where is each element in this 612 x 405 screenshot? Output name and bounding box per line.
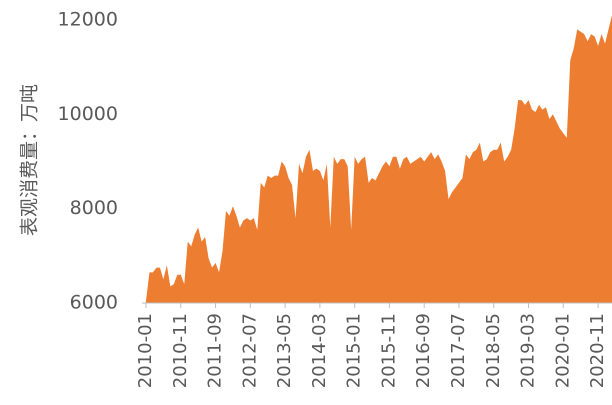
x-tick-label: 2017-07: [448, 313, 469, 388]
x-tick-label: 2018-05: [483, 313, 504, 388]
area: [146, 15, 612, 304]
x-tick-label: 2015-11: [378, 313, 399, 388]
y-tick-label: 12000: [58, 9, 118, 31]
y-tick-label: 6000: [70, 292, 118, 314]
x-tick-label: 2019-03: [518, 313, 539, 388]
y-tick-label: 8000: [70, 197, 118, 219]
x-tick-label: 2020-11: [587, 313, 608, 388]
x-tick-label: 2014-03: [309, 313, 330, 388]
x-tick-label: 2010-01: [135, 313, 156, 388]
x-tick-label: 2013-05: [274, 313, 295, 388]
x-tick-label: 2015-01: [344, 313, 365, 388]
y-tick-label: 10000: [58, 103, 118, 125]
x-tick-label: 2010-11: [170, 313, 191, 388]
x-tick-label: 2020-01: [552, 313, 573, 388]
x-tick-label: 2016-09: [413, 313, 434, 388]
y-axis-title: 表观消费量：万吨: [19, 84, 41, 236]
x-tick-label: 2011-09: [205, 313, 226, 388]
x-tick-label: 2012-07: [239, 313, 260, 388]
